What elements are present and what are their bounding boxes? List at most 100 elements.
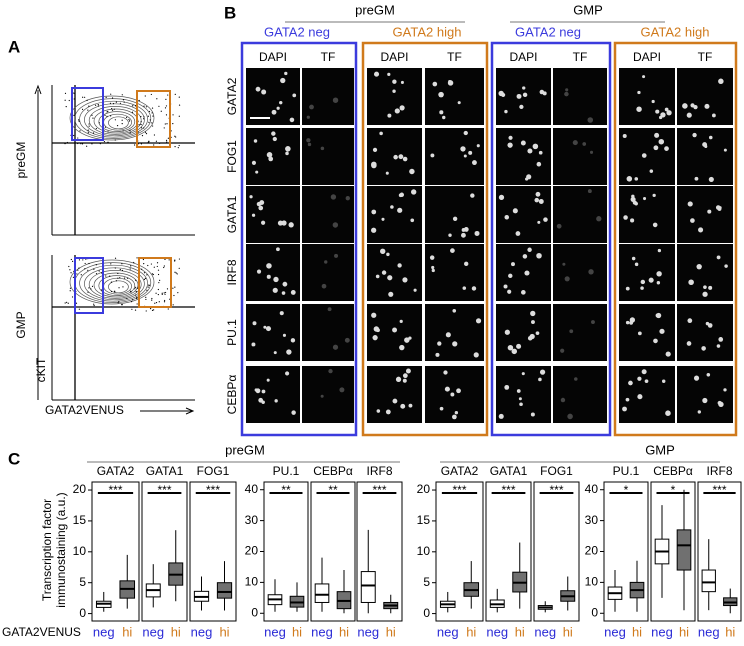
event [147, 264, 149, 267]
event [130, 301, 133, 303]
nucleus [452, 341, 458, 347]
plot-frame [485, 481, 532, 622]
event [86, 99, 88, 101]
y-tick-label: 20 [73, 482, 87, 496]
frame [361, 41, 489, 437]
event [87, 109, 89, 111]
chart-title: IRF8 [366, 464, 392, 478]
event [142, 258, 145, 261]
nucleus [371, 209, 377, 215]
box [676, 529, 692, 571]
nucleus [653, 145, 659, 151]
nucleus [273, 351, 277, 355]
nucleus [516, 343, 522, 349]
y-axis-label: immunostaining (a.u.) [54, 492, 68, 607]
nucleus [697, 410, 701, 414]
nucleus [562, 262, 566, 266]
nucleus [462, 286, 467, 290]
nucleus [649, 169, 654, 173]
nucleus [724, 264, 728, 268]
nucleus [687, 201, 693, 207]
micrograph [367, 366, 422, 423]
nucleus [452, 216, 458, 221]
nucleus [515, 231, 521, 236]
flow-plot [51, 85, 195, 236]
box [360, 571, 376, 603]
nucleus [642, 75, 646, 79]
nucleus [256, 201, 262, 207]
nucleus [334, 253, 339, 258]
micrograph [496, 186, 551, 243]
event [72, 260, 74, 262]
nucleus [291, 410, 296, 415]
significance: *** [206, 483, 220, 497]
event [84, 96, 86, 98]
event [136, 287, 139, 289]
x-tick-label: hi [515, 624, 525, 639]
event [164, 299, 166, 302]
event [77, 137, 79, 139]
event [130, 265, 132, 267]
nucleus [266, 152, 273, 158]
nucleus [265, 326, 272, 332]
nucleus [429, 255, 435, 260]
nucleus [587, 189, 592, 194]
event [143, 263, 145, 265]
event [80, 143, 82, 145]
nucleus [637, 394, 643, 400]
nucleus [320, 146, 325, 151]
y-tick-label: 0 [591, 605, 598, 619]
nucleus [332, 222, 339, 228]
nucleus [511, 348, 518, 355]
column-header: TF [447, 50, 462, 64]
y-tick-label: 40 [245, 482, 259, 496]
event [167, 308, 169, 310]
nucleus [723, 148, 727, 152]
nucleus [693, 375, 700, 381]
event [141, 268, 143, 270]
nucleus [443, 370, 448, 375]
significance: ** [281, 483, 291, 497]
nucleus [276, 247, 280, 252]
event [64, 99, 66, 101]
nucleus [702, 291, 708, 297]
event [92, 132, 95, 134]
event [64, 92, 67, 94]
event [151, 273, 154, 275]
event [144, 95, 146, 97]
micrograph [367, 186, 422, 243]
frame [613, 41, 738, 437]
nucleus [716, 344, 721, 348]
event [121, 94, 123, 96]
nucleus [587, 117, 594, 123]
nucleus [385, 171, 389, 175]
event [119, 268, 121, 271]
nucleus [531, 320, 535, 325]
event [148, 141, 150, 143]
nucleus [255, 170, 259, 174]
group-title: GMP [645, 442, 675, 457]
event [105, 275, 107, 277]
x-tick-label: neg [191, 624, 213, 639]
event [88, 262, 90, 265]
event [155, 140, 157, 142]
nucleus [371, 312, 377, 318]
nucleus [272, 136, 277, 142]
event [141, 134, 144, 137]
nucleus [625, 286, 630, 291]
nucleus [519, 402, 523, 407]
event [143, 127, 145, 129]
box [216, 582, 233, 599]
nucleus [376, 409, 381, 413]
event [136, 296, 138, 299]
y-tick-label: 0 [423, 606, 430, 620]
event [140, 143, 143, 145]
nucleus [527, 247, 532, 253]
event [133, 261, 135, 264]
contour [98, 275, 136, 296]
micrograph [553, 128, 607, 185]
nucleus [457, 101, 461, 105]
nucleus [588, 269, 594, 275]
event [159, 142, 161, 144]
chart-title: IRF8 [706, 464, 732, 478]
